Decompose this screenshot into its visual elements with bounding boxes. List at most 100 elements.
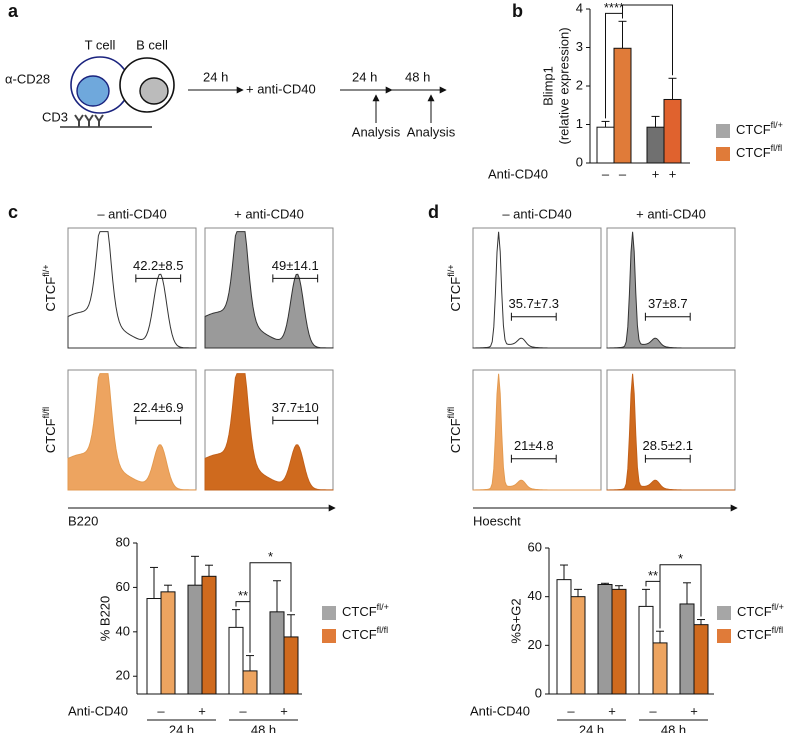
x-tick-label: + [669,166,677,181]
label: + anti-CD40 [246,81,316,96]
legend-swatch [322,606,336,620]
treatment-label: – [239,703,247,718]
y-tick-label: 4 [576,0,583,15]
gate [510,312,557,321]
y-axis-label: (relative expression) [556,27,571,144]
superscript: fl/+ [772,602,784,612]
legend-label: CTCFfl/+ [736,120,783,137]
y-tick-label: 0 [535,685,542,700]
gate-stat: 35.7±7.3 [509,296,560,311]
label: 48 h [405,69,430,84]
treatment-label: – [649,703,657,718]
bar [283,636,299,695]
row-label: Anti-CD40 [488,166,548,181]
gate [644,312,691,321]
bar [160,591,176,695]
label: 24 h [203,69,228,84]
bar [611,588,627,695]
bar [570,596,586,695]
superscript: fl/fl [41,407,51,419]
histogram-frame [606,369,736,491]
y-tick-label: 0 [576,154,583,169]
label: 24 h [352,69,377,84]
group-label: 48 h [661,722,686,733]
histogram-frame [606,227,736,349]
bar [556,579,572,695]
gate [644,454,691,463]
gate-stat: 37±8.7 [648,296,688,311]
diagram: T cell B cell α-CD28 CD3 24 h + anti-CD4… [5,37,456,139]
x-tick-label: – [602,166,610,181]
x-tick-label: + [652,166,660,181]
label: Analysis [407,124,456,139]
panel-label: a [8,1,19,21]
y-tick-label: 80 [116,534,130,549]
histogram [204,373,334,491]
bar [693,624,709,695]
histogram-frame [67,227,197,349]
name: CTCF [43,277,58,312]
gate-stat: 37.7±10 [272,400,319,415]
gate-stat: 22.4±6.9 [133,400,184,415]
treatment-label: + [280,703,288,718]
axis-label: Hoescht [473,513,521,528]
significance-bracket [659,564,702,629]
gate [272,416,319,425]
group-label: 24 h [169,722,194,733]
histogram [606,373,735,491]
bar [613,47,632,164]
label: T cell [85,37,116,52]
significance-label: * [268,549,273,564]
histogram [67,231,197,349]
significance-label: * [645,0,650,6]
gate [135,416,182,425]
histogram [67,373,197,491]
name: CTCF [342,604,377,619]
nucleus [139,77,169,105]
y-tick-label: 40 [116,623,130,638]
column-header: – anti-CD40 [97,206,166,221]
name: CTCF [737,627,772,642]
treatment-label: + [690,703,698,718]
gate [510,454,557,463]
nucleus [76,75,110,107]
legend-swatch [716,147,730,161]
legend-label: CTCFfl/fl [736,143,782,160]
histogram [472,373,601,491]
legend-label: CTCFfl/+ [342,602,389,619]
y-tick-label: 60 [116,579,130,594]
legend-swatch [717,629,731,643]
panel-label: d [428,202,439,222]
bar [597,584,613,695]
antibodies [74,114,104,127]
row-label: CTCFfl/+ [41,265,58,312]
histogram [204,231,334,349]
y-tick-label: 20 [528,637,542,652]
gate-stat: 42.2±8.5 [133,258,184,273]
row-label: Anti-CD40 [68,703,128,718]
superscript: fl/+ [771,120,783,130]
y-tick-label: 60 [528,539,542,554]
bar [228,626,244,695]
gate-stat: 28.5±2.1 [643,438,694,453]
histogram [472,231,601,349]
bar [146,598,162,695]
gate [135,274,182,283]
superscript: fl/fl [446,407,456,419]
bar [596,126,615,164]
treatment-label: – [567,703,575,718]
group-label: 48 h [251,722,276,733]
y-tick-label: 1 [576,116,583,131]
treatment-label: – [157,703,165,718]
bar [187,584,203,695]
bar [646,126,665,164]
name: CTCF [737,604,772,619]
legend-label: CTCFfl/fl [342,625,388,642]
bar [663,98,682,164]
row-label: CTCFfl/fl [41,407,58,453]
histogram-frame [472,369,602,491]
y-tick-label: 3 [576,39,583,54]
significance-label: * [678,551,683,566]
y-tick-label: 40 [528,588,542,603]
